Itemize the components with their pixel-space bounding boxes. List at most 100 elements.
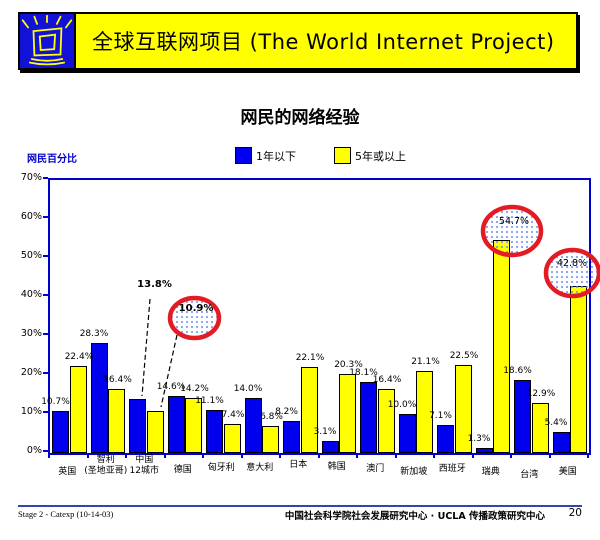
bar-under1yr-2 bbox=[129, 399, 146, 453]
x-tick-mark bbox=[548, 453, 551, 458]
category-label-line: 中国 bbox=[135, 455, 154, 465]
category-label-3: 德国 bbox=[174, 465, 192, 476]
leader-line bbox=[141, 298, 151, 397]
bar-under1yr-1 bbox=[90, 342, 108, 453]
category-label-11: 瑞典 bbox=[482, 467, 500, 478]
x-tick-mark bbox=[356, 453, 358, 458]
x-tick-mark bbox=[86, 453, 89, 458]
y-tick-label: 40% bbox=[20, 289, 42, 300]
category-label-line: 匈牙利 bbox=[207, 463, 235, 473]
legend-item-5yr-plus: 5年或以上 bbox=[334, 147, 406, 164]
bar-over5yr-2 bbox=[146, 410, 164, 453]
y-tick-label: 20% bbox=[20, 367, 42, 378]
value-label: 42.8% bbox=[556, 258, 588, 269]
bar-over5yr-6 bbox=[300, 366, 318, 453]
category-label-line: 澳门 bbox=[366, 464, 385, 474]
legend-item-under-1yr: 1年以下 bbox=[235, 147, 296, 164]
category-label-line: 德国 bbox=[173, 465, 192, 475]
bar-under1yr-7 bbox=[321, 440, 339, 453]
x-tick-mark bbox=[471, 453, 474, 458]
x-tick-mark bbox=[279, 453, 281, 458]
shining-monitor-icon bbox=[18, 12, 76, 70]
y-tick-label: 70% bbox=[20, 172, 42, 183]
value-label: 7.4% bbox=[221, 410, 245, 421]
value-label: 22.4% bbox=[64, 351, 94, 362]
bar-over5yr-8 bbox=[377, 389, 395, 453]
bar-over5yr-1 bbox=[108, 389, 125, 453]
value-label: 10.7% bbox=[41, 397, 70, 408]
x-tick-mark bbox=[48, 453, 50, 458]
x-tick-mark bbox=[433, 453, 435, 458]
y-tick-mark bbox=[43, 411, 48, 413]
value-label: 6.8% bbox=[260, 412, 283, 423]
chart-legend: 1年以下 5年或以上 bbox=[235, 147, 406, 164]
category-label-7: 韩国 bbox=[328, 462, 346, 473]
category-label-line: 韩国 bbox=[327, 462, 346, 472]
bar-under1yr-0 bbox=[52, 411, 69, 453]
y-tick-mark bbox=[43, 333, 48, 335]
bar-over5yr-4 bbox=[223, 424, 241, 453]
category-label-line: 台湾 bbox=[520, 470, 539, 480]
y-tick-label: 0% bbox=[26, 445, 42, 456]
bar-over5yr-10 bbox=[454, 365, 472, 453]
footer-divider bbox=[18, 505, 582, 507]
category-label-0: 英国 bbox=[58, 467, 76, 478]
category-label-line: 意大利 bbox=[246, 463, 274, 473]
y-tick-label: 60% bbox=[20, 211, 42, 222]
bar-over5yr-11 bbox=[493, 239, 510, 453]
value-label: 14.0% bbox=[233, 384, 263, 395]
bar-under1yr-10 bbox=[437, 425, 454, 453]
value-label: 10.9% bbox=[178, 303, 214, 314]
category-label-13: 美国 bbox=[559, 467, 577, 478]
value-label: 22.1% bbox=[295, 352, 325, 363]
x-tick-mark bbox=[510, 453, 512, 458]
value-label: 16.4% bbox=[103, 375, 132, 386]
x-tick-mark bbox=[202, 453, 204, 458]
category-label-line: 新加坡 bbox=[400, 467, 428, 477]
category-label-6: 日本 bbox=[289, 460, 307, 471]
y-tick-mark bbox=[43, 216, 48, 218]
value-label: 5.4% bbox=[544, 417, 568, 428]
value-label: 16.4% bbox=[372, 375, 402, 386]
bar-over5yr-5 bbox=[262, 426, 279, 453]
bar-over5yr-7 bbox=[339, 373, 356, 453]
category-label-8: 澳门 bbox=[366, 464, 384, 475]
bar-under1yr-9 bbox=[398, 414, 416, 453]
highlight-circle bbox=[480, 204, 544, 258]
value-label: 7.1% bbox=[429, 411, 452, 422]
category-label-line: 瑞典 bbox=[481, 467, 500, 477]
header-banner: 全球互联网项目 (The World Internet Project) bbox=[18, 12, 578, 70]
y-tick-mark bbox=[43, 177, 48, 179]
value-label: 3.1% bbox=[313, 426, 337, 437]
value-label: 21.1% bbox=[411, 356, 440, 367]
bar-under1yr-3 bbox=[167, 396, 185, 453]
value-label: 54.7% bbox=[498, 216, 530, 227]
bar-under1yr-12 bbox=[514, 380, 531, 453]
y-tick-label: 30% bbox=[20, 328, 42, 339]
value-label: 12.9% bbox=[526, 388, 556, 399]
legend-label: 5年或以上 bbox=[355, 149, 406, 163]
y-tick-mark bbox=[43, 294, 48, 296]
page-number: 20 bbox=[568, 507, 582, 519]
legend-swatch-blue bbox=[235, 147, 252, 164]
value-label: 14.2% bbox=[180, 383, 209, 394]
category-label-line: 12城市 bbox=[129, 465, 159, 476]
value-label: 10.0% bbox=[387, 400, 417, 410]
legend-label: 1年以下 bbox=[256, 149, 296, 163]
bar-under1yr-8 bbox=[360, 382, 377, 453]
bar-under1yr-5 bbox=[244, 398, 262, 453]
chart-title: 网民的网络经验 bbox=[240, 108, 360, 128]
category-label-10: 西班牙 bbox=[439, 464, 466, 475]
category-label-line: (圣地亚哥) bbox=[84, 465, 128, 476]
category-label-4: 匈牙利 bbox=[208, 463, 235, 474]
value-label: 13.8% bbox=[137, 279, 172, 290]
bar-under1yr-4 bbox=[206, 409, 223, 453]
x-tick-mark bbox=[587, 453, 589, 458]
y-tick-mark bbox=[43, 255, 48, 257]
category-label-9: 新加坡 bbox=[400, 467, 427, 478]
value-label: 22.5% bbox=[449, 351, 479, 362]
y-axis-label: 网民百分比 bbox=[27, 154, 77, 165]
legend-swatch-yellow bbox=[334, 147, 351, 164]
value-label: 28.3% bbox=[79, 328, 109, 339]
